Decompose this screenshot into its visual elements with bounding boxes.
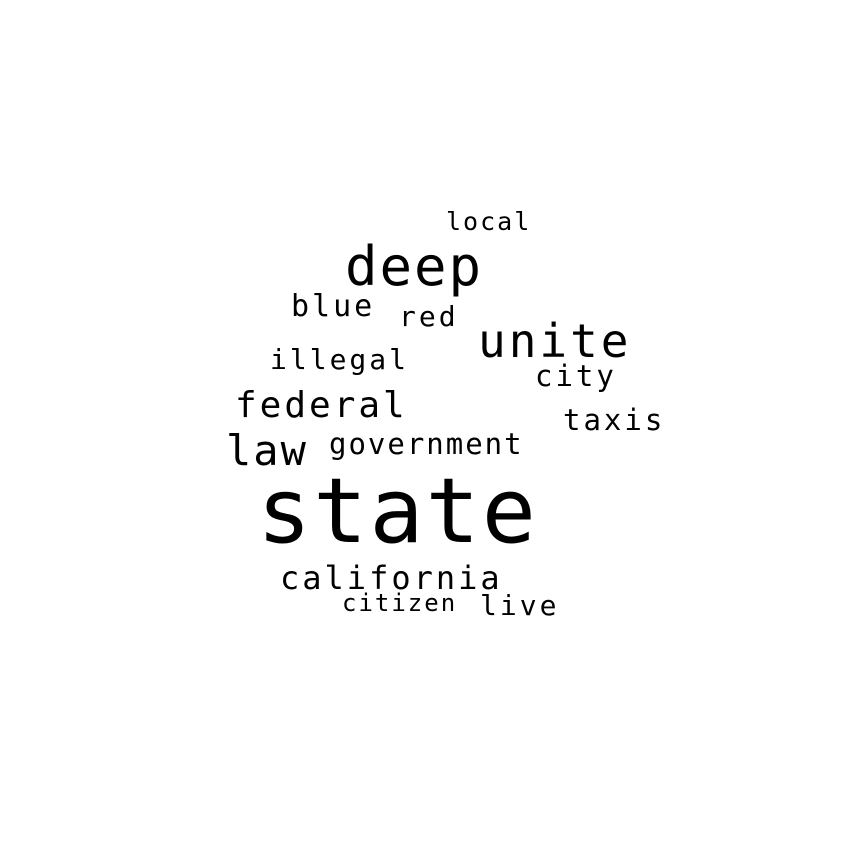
word-city: city: [535, 359, 617, 393]
word-federal: federal: [235, 385, 408, 426]
word-law: law: [226, 426, 308, 475]
word-unite: unite: [478, 314, 632, 368]
word-red: red: [399, 300, 459, 333]
word-citizen: citizen: [342, 589, 458, 617]
word-blue: blue: [291, 289, 376, 324]
word-live: live: [480, 589, 560, 622]
word-government: government: [329, 427, 524, 461]
word-california: california: [280, 559, 503, 597]
word-taxis: taxis: [563, 403, 666, 437]
word-state: state: [257, 459, 538, 564]
word-illegal: illegal: [270, 343, 410, 376]
word-deep: deep: [345, 235, 484, 298]
word-local: local: [446, 207, 532, 236]
